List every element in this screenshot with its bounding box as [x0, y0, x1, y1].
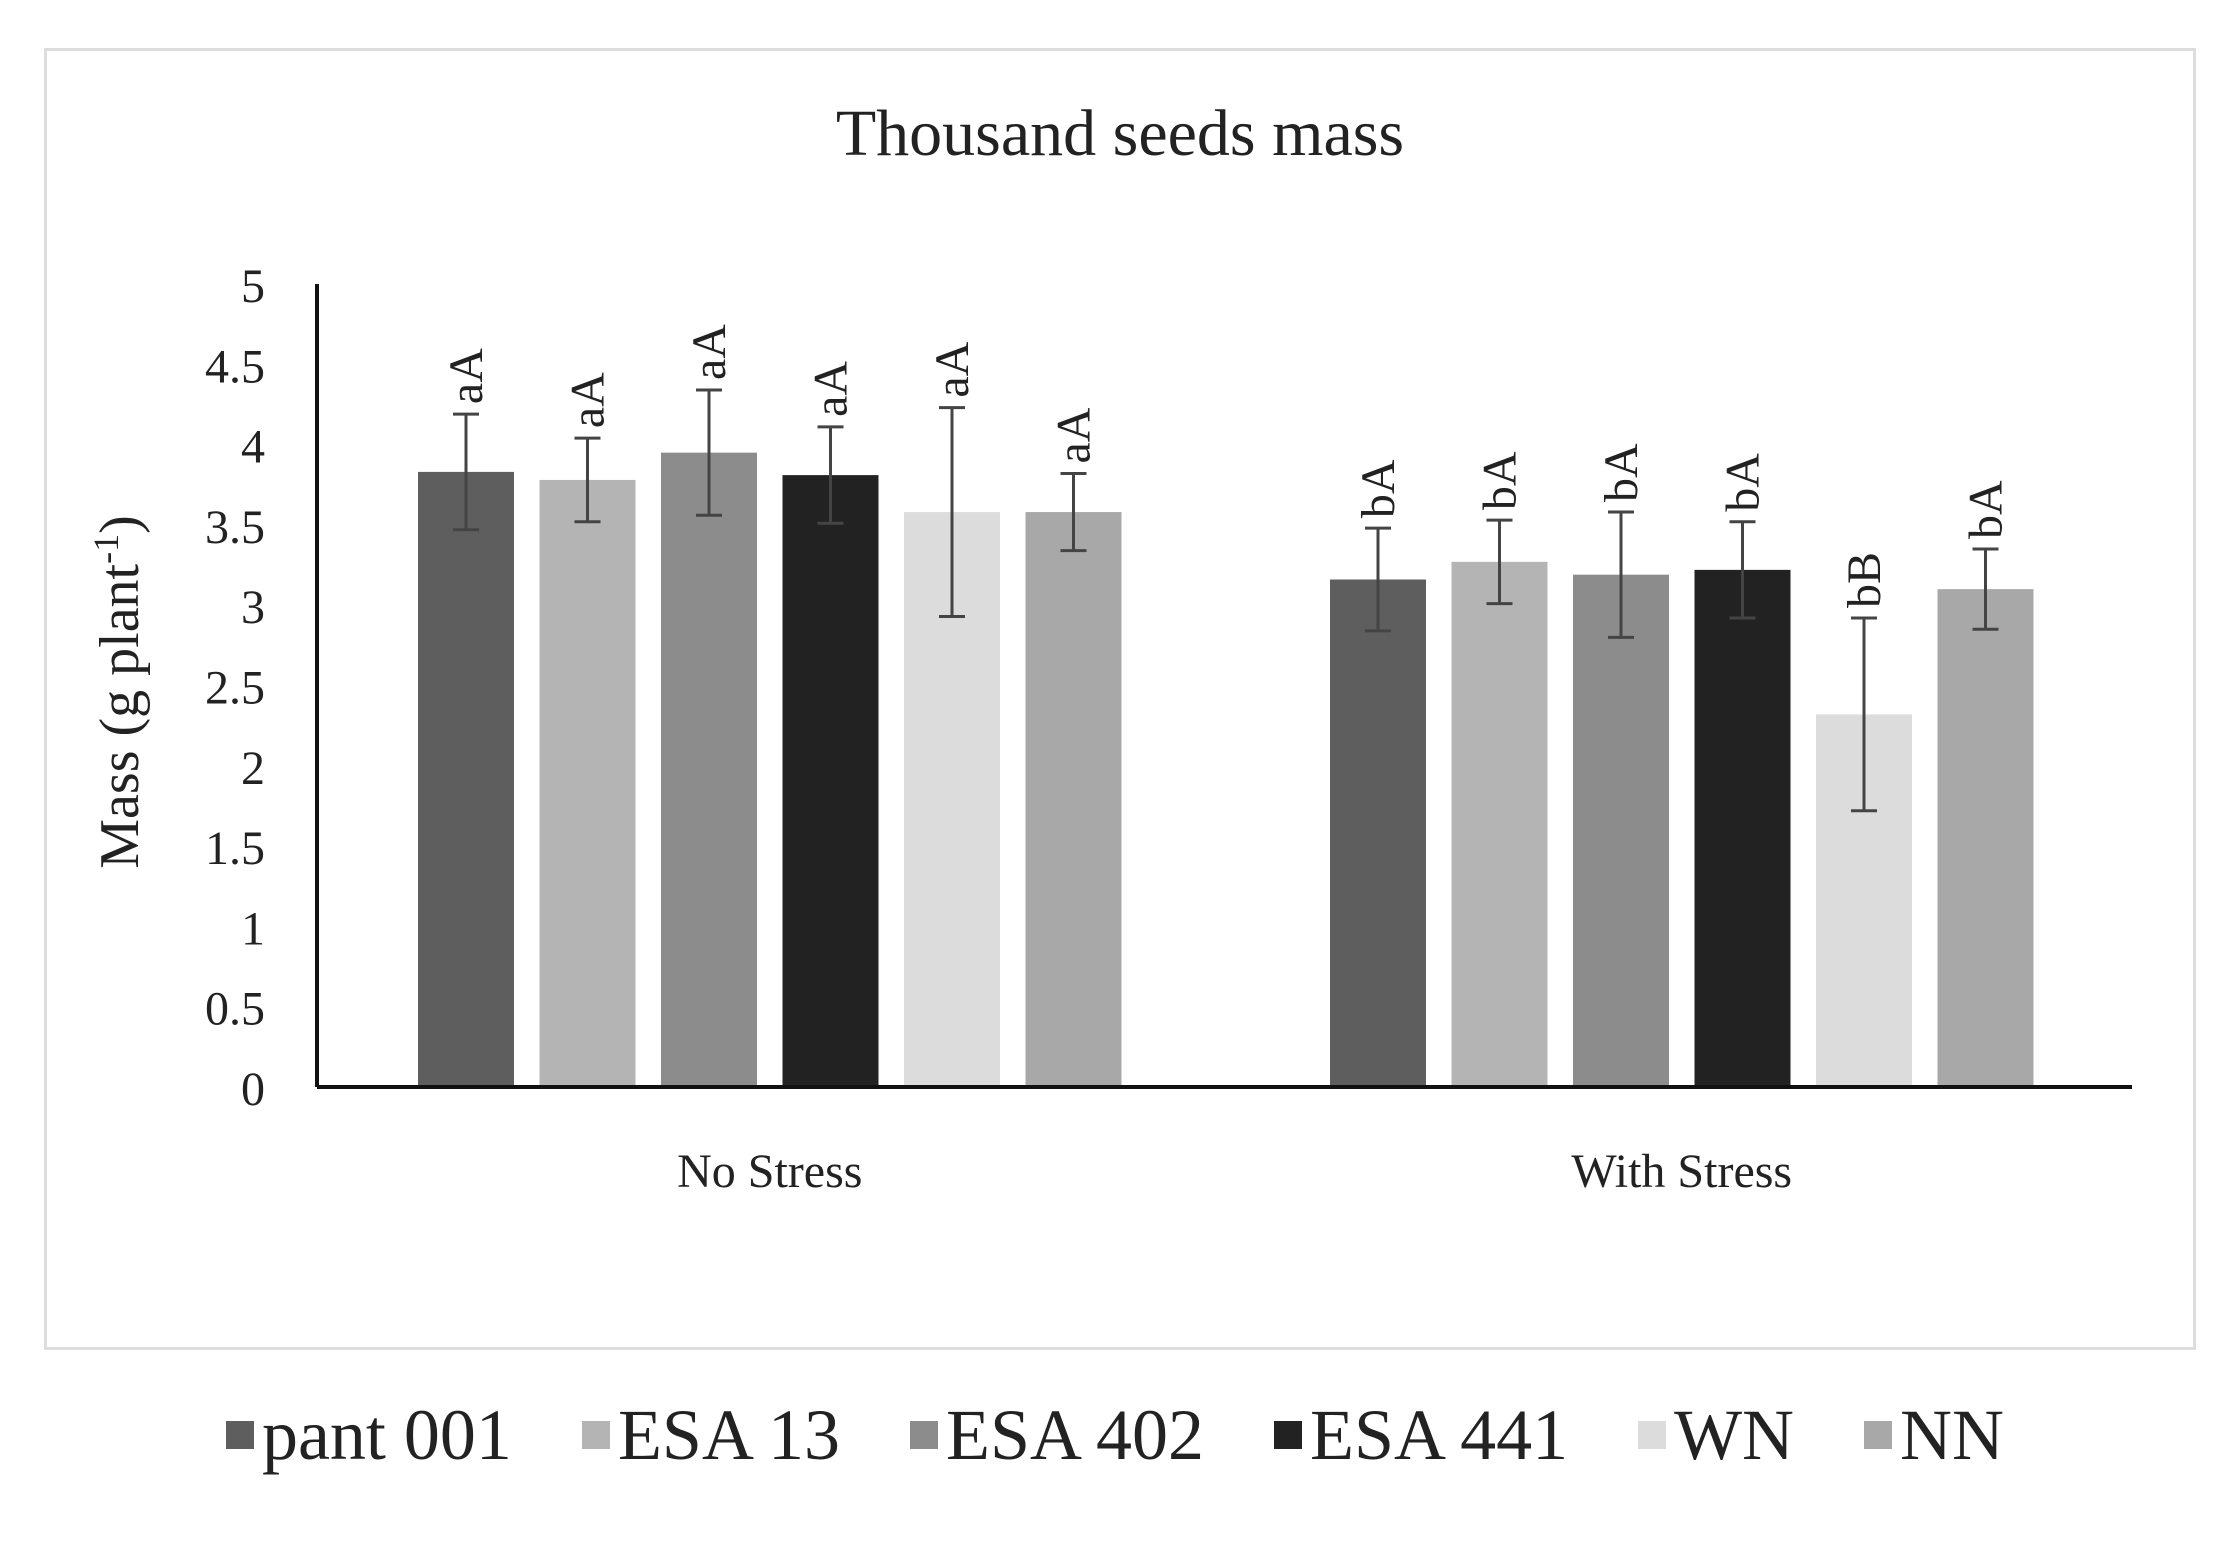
- significance-label: bA: [1474, 451, 1527, 510]
- chart-title: Thousand seeds mass: [836, 97, 1404, 170]
- legend-label: pant 001: [261, 1395, 512, 1475]
- significance-label: aA: [805, 361, 858, 417]
- bar: [1694, 569, 1791, 1087]
- significance-label: aA: [1048, 407, 1101, 463]
- bar: [418, 471, 514, 1088]
- bars: [418, 452, 2034, 1088]
- significance-label: aA: [440, 348, 493, 404]
- legend-item: ESA 402: [909, 1395, 1205, 1475]
- legend-label: ESA 13: [617, 1395, 840, 1475]
- error-bars: [453, 388, 1999, 813]
- bar: [539, 479, 636, 1087]
- y-tick-label: 4: [241, 421, 265, 474]
- x-categories: No Stress With Stress: [677, 1145, 1792, 1198]
- bar: [1025, 512, 1122, 1087]
- y-axis-label-sup: -1: [86, 534, 126, 564]
- legend-swatch: [1864, 1421, 1893, 1449]
- legend-label: WN: [1674, 1395, 1795, 1475]
- legend-item: NN: [1864, 1399, 2004, 1471]
- bar: [1330, 579, 1426, 1087]
- significance-label: aA: [562, 372, 615, 428]
- y-tick-label: 1.5: [205, 822, 265, 875]
- significance-label: bA: [1352, 459, 1405, 518]
- legend-label: ESA 402: [945, 1395, 1205, 1475]
- y-tick-label: 3.5: [205, 501, 265, 554]
- legend-swatch: [581, 1421, 610, 1449]
- y-tick-label: 0.5: [205, 983, 265, 1036]
- legend-swatch: [909, 1421, 938, 1449]
- significance-label: bA: [1717, 453, 1770, 512]
- bar: [782, 475, 879, 1087]
- significance-label: aA: [683, 324, 736, 380]
- bar: [1573, 574, 1669, 1087]
- x-category-label: No Stress: [677, 1145, 862, 1198]
- significance-label: bA: [1595, 443, 1648, 502]
- bar: [1937, 589, 2034, 1087]
- legend-label: NN: [1900, 1395, 2005, 1475]
- significance-label: aA: [926, 341, 979, 397]
- legend: pant 001 ESA 13 ESA 402 ESA 441 WN NN: [0, 1390, 2230, 1480]
- y-axis-label: Mass (g plant-1): [86, 515, 151, 869]
- x-category-label: With Stress: [1571, 1145, 1792, 1198]
- legend-label: ESA 441: [1310, 1395, 1569, 1475]
- y-tick-label: 4.5: [205, 340, 265, 393]
- legend-swatch: [225, 1421, 254, 1449]
- y-ticks: 0 0.5 1 1.5 2 2.5 3 3.5 4 4.5 5: [205, 260, 265, 1116]
- y-tick-label: 2.5: [205, 662, 265, 715]
- significance-label: bB: [1838, 552, 1891, 608]
- legend-item: WN: [1638, 1399, 1794, 1471]
- y-tick-label: 0: [241, 1063, 265, 1116]
- legend-item: ESA 13: [581, 1395, 840, 1475]
- bar: [1451, 561, 1548, 1087]
- significance-labels: aA aA aA aA aA aA bA bA bA bA bB bA: [440, 324, 2013, 608]
- legend-swatch: [1638, 1421, 1667, 1449]
- y-axis-label-main: Mass (g plant: [89, 563, 151, 868]
- legend-item: ESA 441: [1274, 1399, 1568, 1471]
- significance-label: bA: [1960, 480, 2013, 539]
- y-tick-label: 5: [241, 260, 265, 313]
- y-tick-label: 2: [241, 742, 265, 795]
- bar: [661, 452, 757, 1087]
- y-tick-label: 1: [241, 902, 265, 955]
- legend-swatch: [1274, 1421, 1303, 1449]
- legend-item: pant 001: [225, 1395, 512, 1475]
- y-axis-label-close: ): [89, 515, 151, 534]
- y-tick-label: 3: [241, 581, 265, 634]
